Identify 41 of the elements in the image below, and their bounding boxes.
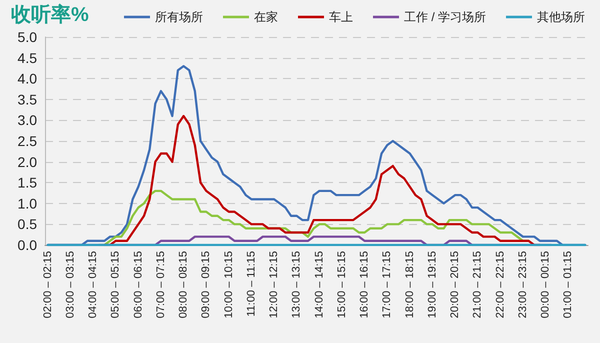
x-tick-label: 05:00 – 05:15 bbox=[110, 251, 122, 318]
x-tick-label: 13:00 – 13:15 bbox=[290, 251, 303, 318]
x-tick-label: 23:00 – 23:15 bbox=[516, 251, 529, 318]
x-tick-label: 10:00 – 10:15 bbox=[222, 251, 235, 318]
x-tick-label: 09:00 – 09:15 bbox=[200, 251, 212, 318]
x-tick-label: 07:00 – 07:15 bbox=[154, 251, 167, 318]
legend-label: 其他场所 bbox=[537, 10, 585, 24]
x-tick-label: 11:00 – 11:15 bbox=[245, 251, 258, 317]
x-tick-label: 17:00 – 17:15 bbox=[381, 251, 394, 318]
chart-title: 收听率% bbox=[11, 3, 89, 26]
legend-label: 车上 bbox=[329, 10, 353, 24]
x-tick-label: 12:00 – 12:15 bbox=[268, 251, 280, 318]
x-tick-label: 16:00 – 16:15 bbox=[358, 251, 371, 318]
x-tick-label: 08:00 – 08:15 bbox=[178, 251, 190, 318]
y-tick-label: 2.5 bbox=[18, 133, 38, 149]
y-tick-label: 3.5 bbox=[18, 91, 38, 108]
legend-label: 在家 bbox=[254, 10, 278, 24]
x-tick-label: 03:00 – 03:15 bbox=[64, 251, 76, 318]
x-tick-label: 20:00 – 20:15 bbox=[449, 251, 462, 318]
y-tick-label: 3.0 bbox=[18, 112, 38, 128]
y-tick-label: 1.5 bbox=[18, 174, 38, 191]
x-tick-label: 06:00 – 06:15 bbox=[132, 251, 144, 318]
x-tick-label: 19:00 – 19:15 bbox=[426, 251, 438, 318]
y-tick-label: 2.0 bbox=[18, 154, 38, 170]
legend-label: 所有场所 bbox=[155, 10, 203, 24]
x-tick-label: 21:00 – 21:15 bbox=[472, 251, 484, 318]
x-tick-label: 15:00 – 15:15 bbox=[336, 251, 348, 318]
y-tick-label: 4.5 bbox=[18, 50, 38, 66]
y-tick-label: 4.0 bbox=[18, 70, 38, 87]
y-tick-label: 0.0 bbox=[18, 237, 38, 253]
legend-label: 工作 / 学习场所 bbox=[404, 10, 486, 24]
x-tick-label: 22:00 – 22:15 bbox=[494, 251, 506, 318]
y-tick-label: 5.0 bbox=[18, 29, 38, 45]
x-tick-label: 18:00 – 18:15 bbox=[404, 251, 416, 318]
x-tick-label: 00:00 – 00:15 bbox=[540, 251, 552, 318]
x-tick-label: 14:00 – 14:15 bbox=[313, 251, 326, 318]
x-tick-label: 01:00 – 01:15 bbox=[562, 251, 574, 318]
y-tick-label: 1.0 bbox=[18, 195, 38, 212]
x-tick-label: 02:00 – 02:15 bbox=[42, 251, 54, 318]
y-tick-label: 0.5 bbox=[18, 216, 38, 232]
x-tick-label: 04:00 – 04:15 bbox=[87, 251, 100, 318]
